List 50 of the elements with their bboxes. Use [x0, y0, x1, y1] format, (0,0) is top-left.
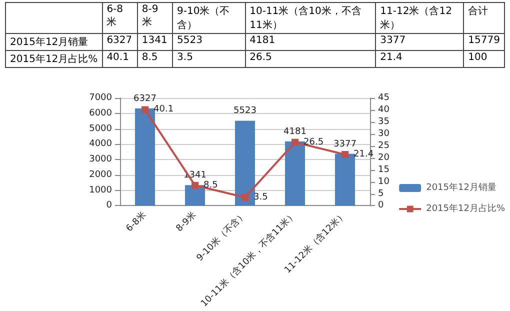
text: 3377: [380, 35, 406, 46]
text: 26.5: [250, 52, 272, 63]
y2-tick-label: 25: [378, 140, 390, 151]
text: 40.1: [106, 52, 129, 63]
legend-label: 2015年12月占比%: [426, 203, 506, 214]
category-label: 6-8米: [106, 4, 124, 28]
text: 2015年12月占比%: [10, 54, 98, 65]
text: 1341: [142, 35, 168, 46]
text: 合计: [464, 2, 504, 34]
y-tick-label: 4000: [89, 139, 112, 150]
legend-label: 2015年12月销量: [426, 182, 496, 193]
y2-tick-label: 20: [378, 152, 390, 163]
data-label: 5523: [234, 106, 256, 116]
y2-tick-label: 45: [378, 93, 390, 103]
text: 2015年12月销量: [10, 37, 88, 48]
y2-tick-label: 5: [378, 188, 384, 199]
y-tick-label: 0: [106, 200, 112, 211]
data-label: 6327: [134, 94, 156, 104]
text: 21.4: [380, 52, 402, 63]
text: 6327: [106, 35, 132, 46]
text: 100: [464, 50, 504, 68]
y2-tick-label: 35: [378, 116, 390, 127]
y2-tick-label: 30: [378, 128, 390, 139]
y-tick-label: 1000: [89, 185, 112, 196]
data-label: 21.4: [354, 150, 374, 160]
data-label: 8.5: [204, 180, 218, 190]
x-tick-label: 6-8米: [124, 209, 149, 234]
y-tick-label: 2000: [89, 170, 112, 180]
y2-tick-label: 10: [378, 176, 390, 187]
category-label: 9-10米（不含）: [177, 6, 230, 31]
category-label: 10-11米（含10米，不含11米）: [250, 6, 362, 31]
y2-tick-label: 0: [378, 200, 384, 211]
text: 4181: [250, 35, 276, 46]
category-label: 11-12米（含12米）: [380, 6, 452, 31]
y2-tick-label: 40: [378, 104, 390, 115]
data-label: 4181: [284, 126, 306, 137]
data-label: 3377: [334, 139, 356, 150]
y2-tick-label: 15: [378, 164, 390, 175]
data-label: 40.1: [154, 104, 174, 115]
text: 8.5: [142, 52, 158, 63]
y-tick-label: 6000: [89, 108, 112, 118]
text: 15779: [464, 34, 504, 50]
y-tick-label: 7000: [89, 93, 112, 103]
text: 3.5: [177, 52, 193, 63]
category-label: 8-9米: [142, 4, 158, 28]
y-tick-label: 5000: [89, 124, 112, 134]
y-tick-label: 3000: [89, 154, 112, 165]
text: 5523: [177, 35, 202, 46]
x-tick-label: 8-9米: [174, 209, 199, 234]
data-label: 26.5: [304, 137, 324, 148]
